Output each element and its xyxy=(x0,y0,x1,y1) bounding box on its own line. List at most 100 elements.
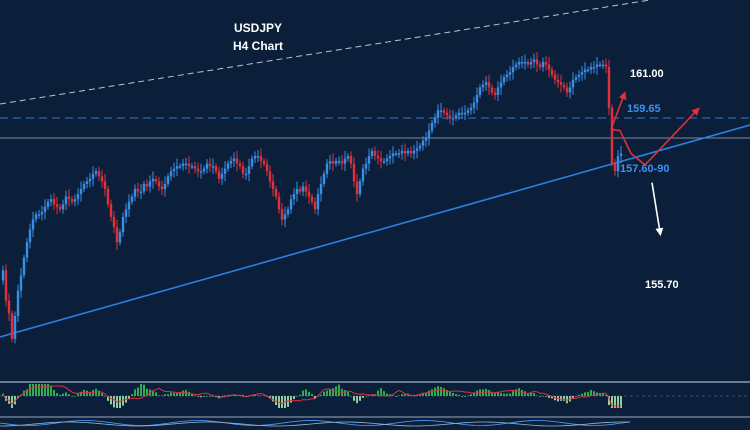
candle-body xyxy=(370,150,374,156)
histogram-bar xyxy=(359,396,361,401)
histogram-bar xyxy=(497,392,499,396)
histogram-bar xyxy=(386,393,388,396)
candle-body xyxy=(13,316,17,339)
candle-body xyxy=(439,110,443,112)
histogram-bar xyxy=(77,393,79,396)
candle-body xyxy=(199,171,203,173)
histogram-bar xyxy=(614,396,616,408)
histogram-bar xyxy=(323,391,325,396)
histogram-bar xyxy=(32,384,34,396)
upper-channel-line xyxy=(0,0,651,105)
candle-body xyxy=(430,122,434,131)
candle-body xyxy=(532,59,536,62)
candle-body xyxy=(448,115,452,118)
histogram-bar xyxy=(119,396,121,408)
histogram-bar xyxy=(167,394,169,396)
oscillator-line-main xyxy=(0,420,631,426)
histogram-bar xyxy=(101,393,103,396)
candle-body xyxy=(340,161,344,164)
histogram-bar xyxy=(200,396,202,398)
candle-body xyxy=(106,189,110,205)
candle-body xyxy=(223,168,227,174)
candle-body xyxy=(190,166,194,168)
candle-body xyxy=(382,161,386,163)
histogram-bar xyxy=(434,387,436,396)
histogram-bar xyxy=(428,390,430,396)
candle-body xyxy=(610,107,614,164)
candle-body xyxy=(412,150,416,154)
candle-body xyxy=(316,194,320,210)
candle-body xyxy=(460,112,464,115)
candle-body xyxy=(229,161,233,164)
candle-body xyxy=(103,181,107,189)
histogram-bar xyxy=(473,392,475,396)
candle-body xyxy=(31,219,35,230)
candle-body xyxy=(541,62,545,68)
histogram-bar xyxy=(299,394,301,396)
candle-body xyxy=(16,290,20,316)
candle-body xyxy=(325,163,329,174)
candle-body xyxy=(502,77,506,83)
histogram-bar xyxy=(593,391,595,396)
histogram-bar xyxy=(419,394,421,396)
histogram-bar xyxy=(581,393,583,396)
candle-body xyxy=(526,62,530,65)
histogram-bar xyxy=(242,394,244,396)
histogram-bar xyxy=(95,388,97,396)
histogram-bar xyxy=(188,391,190,396)
candle-body xyxy=(397,153,401,155)
projection-arrows xyxy=(610,91,700,237)
histogram-bar xyxy=(380,388,382,396)
candle-body xyxy=(373,150,377,156)
candle-body xyxy=(217,171,221,179)
histogram-bar xyxy=(443,388,445,396)
candle-body xyxy=(7,300,11,314)
histogram-bar xyxy=(491,391,493,396)
candle-body xyxy=(403,150,407,154)
histogram-bar xyxy=(179,392,181,396)
candle-body xyxy=(133,189,137,197)
histogram-bar xyxy=(107,396,109,401)
candle-body xyxy=(499,82,503,88)
histogram-bar xyxy=(560,396,562,401)
candle-body xyxy=(109,204,113,217)
candle-body xyxy=(565,87,569,93)
histogram-bar xyxy=(53,390,55,396)
histogram-bar xyxy=(377,390,379,396)
candle-body xyxy=(574,77,578,80)
candle-body xyxy=(544,62,548,65)
oscillator-line-signal xyxy=(0,421,631,427)
candle-body xyxy=(244,173,248,176)
histogram-bar xyxy=(326,390,328,396)
candle-body xyxy=(166,176,170,184)
histogram-bar xyxy=(170,392,172,396)
histogram-bar xyxy=(134,389,136,396)
candle-body xyxy=(151,178,155,182)
histogram-bar xyxy=(290,396,292,403)
candle-body xyxy=(37,214,41,216)
candle-body xyxy=(463,112,467,115)
candle-body xyxy=(184,163,188,166)
candle-body xyxy=(616,155,620,172)
candle-body xyxy=(247,166,251,174)
candle-body xyxy=(424,138,428,141)
target-up-arrow xyxy=(610,91,627,130)
candle-body xyxy=(112,216,116,228)
histogram-bar xyxy=(500,393,502,396)
chart-title: USDJPY xyxy=(234,21,282,35)
candle-body xyxy=(274,189,278,197)
histogram-bar xyxy=(254,394,256,396)
candle-body xyxy=(394,153,398,155)
candle-body xyxy=(22,257,26,276)
histogram-bar xyxy=(89,391,91,396)
candle-body xyxy=(490,87,494,93)
histogram-bar xyxy=(320,394,322,396)
histogram-bar xyxy=(620,396,622,408)
histogram-bar xyxy=(608,396,610,405)
candle-body xyxy=(358,181,362,195)
candle-body xyxy=(508,72,512,75)
histogram-bar xyxy=(578,394,580,396)
histogram-bar xyxy=(437,386,439,396)
candle-body xyxy=(379,158,383,162)
